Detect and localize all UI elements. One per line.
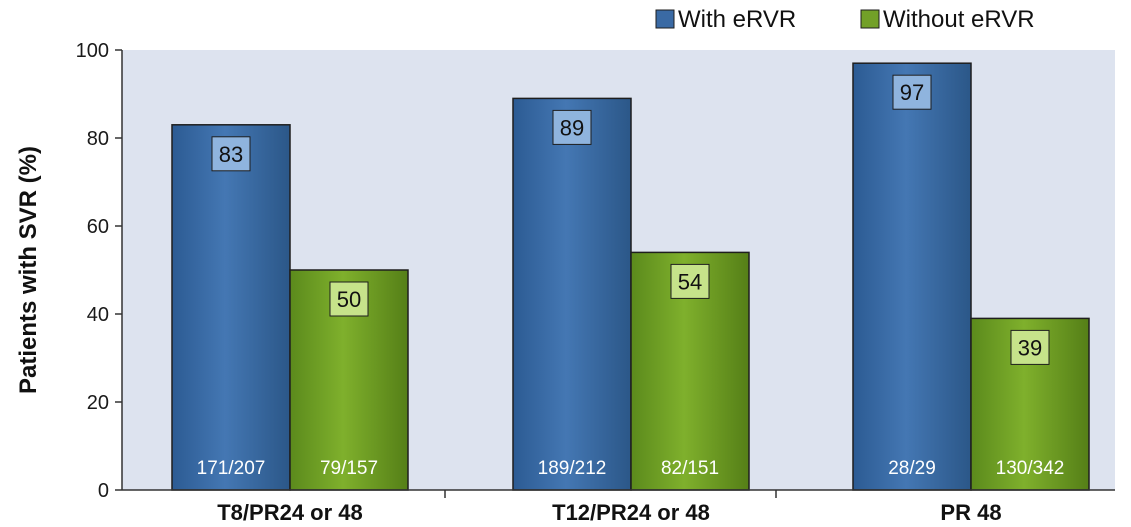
x-category-label: T12/PR24 or 48 xyxy=(552,500,710,525)
value-label-box xyxy=(552,109,592,145)
legend-swatch-with-ervr xyxy=(655,9,675,29)
y-tick-label-100: 100 xyxy=(76,40,109,62)
x-category-label: T8/PR24 or 48 xyxy=(217,500,363,525)
value-label: 83 xyxy=(219,142,243,167)
fraction-label: 28/29 xyxy=(888,458,936,479)
value-label-box xyxy=(670,263,710,299)
value-label: 54 xyxy=(678,269,702,294)
y-tick-label-0: 0 xyxy=(98,480,109,502)
fraction-label: 82/151 xyxy=(661,458,719,479)
fraction-label: 79/157 xyxy=(320,458,378,479)
y-tick-label-40: 40 xyxy=(87,304,109,326)
bar-with-ervr-1 xyxy=(512,97,632,491)
y-tick-label-60: 60 xyxy=(87,216,109,238)
legend: With eRVR Without eRVR xyxy=(655,6,1035,33)
x-category-labels: T8/PR24 or 48 T12/PR24 or 48 PR 48 xyxy=(217,500,1001,525)
value-label: 50 xyxy=(337,287,361,312)
value-label-box xyxy=(892,74,932,110)
legend-label-with-ervr: With eRVR xyxy=(678,6,796,33)
y-tick-label-80: 80 xyxy=(87,128,109,150)
y-axis-ticks xyxy=(115,49,777,498)
bars-group: 83 171/207 89 189/212 97 28/29 50 79/157 54 82/15… xyxy=(171,62,1090,491)
fraction-label: 130/342 xyxy=(996,458,1065,479)
y-axis-title: Patients with SVR (%) xyxy=(15,146,42,394)
x-category-label: PR 48 xyxy=(940,500,1001,525)
value-label: 89 xyxy=(560,115,584,140)
legend-label-without-ervr: Without eRVR xyxy=(883,6,1035,33)
y-tick-label-20: 20 xyxy=(87,392,109,414)
y-tick-labels: 0 20 40 60 80 100 xyxy=(76,40,109,502)
fraction-label: 171/207 xyxy=(197,458,266,479)
bar-with-ervr-0 xyxy=(171,124,291,491)
value-label: 39 xyxy=(1018,335,1042,360)
value-label-box xyxy=(1010,329,1050,365)
legend-swatch-without-ervr xyxy=(860,9,880,29)
value-label-box xyxy=(211,136,251,172)
fraction-label: 189/212 xyxy=(538,458,607,479)
value-label-box xyxy=(329,281,369,317)
bar-with-ervr-2 xyxy=(852,62,972,491)
value-label: 97 xyxy=(900,80,924,105)
